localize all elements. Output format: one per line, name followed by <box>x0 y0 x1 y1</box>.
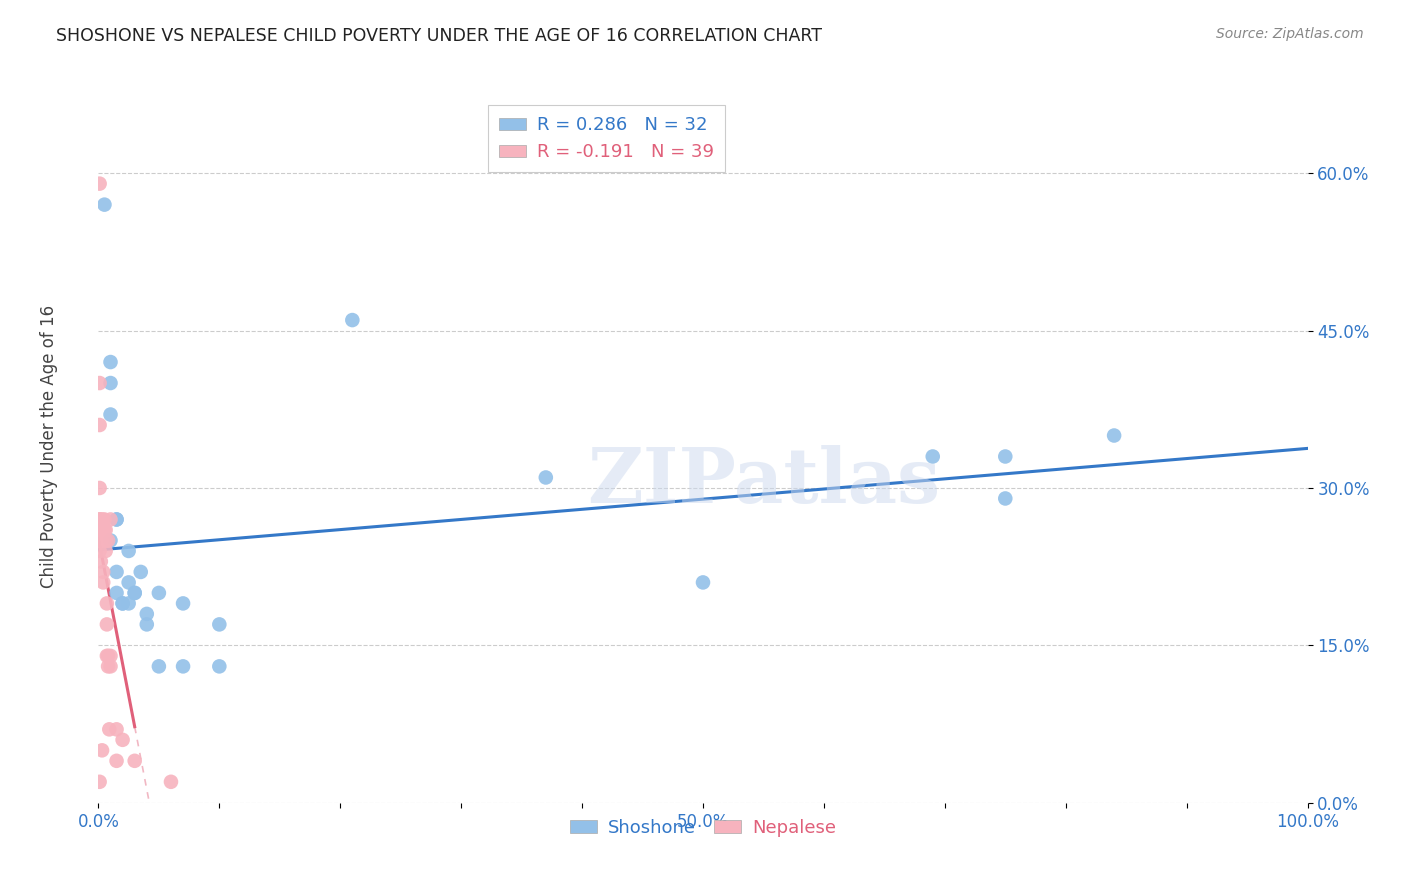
Point <box>160 774 183 789</box>
Point <box>100 533 122 548</box>
Point <box>91 523 114 537</box>
Point <box>100 408 122 422</box>
Point <box>135 617 157 632</box>
Point <box>1102 428 1125 442</box>
Point <box>994 491 1017 506</box>
Point <box>208 617 231 632</box>
Point <box>124 586 146 600</box>
Point <box>91 565 114 579</box>
Point <box>90 554 112 568</box>
Point <box>91 575 114 590</box>
Point <box>994 450 1017 464</box>
Legend: Shoshone, Nepalese: Shoshone, Nepalese <box>562 812 844 844</box>
Point <box>100 355 122 369</box>
Text: SHOSHONE VS NEPALESE CHILD POVERTY UNDER THE AGE OF 16 CORRELATION CHART: SHOSHONE VS NEPALESE CHILD POVERTY UNDER… <box>56 27 823 45</box>
Point <box>97 648 120 663</box>
Point <box>105 586 128 600</box>
Point <box>93 523 115 537</box>
Text: Child Poverty Under the Age of 16: Child Poverty Under the Age of 16 <box>41 304 58 588</box>
Point <box>91 523 114 537</box>
Point <box>89 533 111 548</box>
Point <box>89 481 111 495</box>
Point <box>105 512 128 526</box>
Point <box>111 732 134 747</box>
Point <box>94 533 117 548</box>
Point <box>342 313 364 327</box>
Point <box>96 596 118 610</box>
Point <box>93 197 115 211</box>
Point <box>111 596 134 610</box>
Point <box>118 596 141 610</box>
Point <box>105 754 128 768</box>
Point <box>148 586 170 600</box>
Point <box>118 575 141 590</box>
Point <box>172 596 194 610</box>
Point <box>89 523 111 537</box>
Point <box>97 659 120 673</box>
Point <box>129 565 152 579</box>
Point <box>148 659 170 673</box>
Point <box>534 470 557 484</box>
Point <box>98 723 121 737</box>
Point <box>90 533 112 548</box>
Point <box>89 376 111 390</box>
Text: Source: ZipAtlas.com: Source: ZipAtlas.com <box>1216 27 1364 41</box>
Point <box>89 512 111 526</box>
Point <box>94 544 117 558</box>
Point <box>96 617 118 632</box>
Point <box>921 450 943 464</box>
Point <box>89 177 111 191</box>
Point <box>89 774 111 789</box>
Text: ZIPatlas: ZIPatlas <box>586 445 941 518</box>
Point <box>94 523 117 537</box>
Point <box>89 544 111 558</box>
Point <box>124 586 146 600</box>
Point <box>105 723 128 737</box>
Point <box>93 512 115 526</box>
Point <box>105 565 128 579</box>
Point <box>96 648 118 663</box>
Point <box>172 659 194 673</box>
Point <box>100 512 122 526</box>
Point <box>89 523 111 537</box>
Point <box>97 533 120 548</box>
Point <box>100 376 122 390</box>
Point <box>91 512 114 526</box>
Point <box>135 607 157 621</box>
Point <box>89 417 111 432</box>
Point <box>100 659 122 673</box>
Point <box>118 544 141 558</box>
Point <box>89 512 111 526</box>
Point <box>100 648 122 663</box>
Point <box>91 743 114 757</box>
Point <box>105 512 128 526</box>
Point <box>111 596 134 610</box>
Point <box>692 575 714 590</box>
Point <box>208 659 231 673</box>
Point <box>124 754 146 768</box>
